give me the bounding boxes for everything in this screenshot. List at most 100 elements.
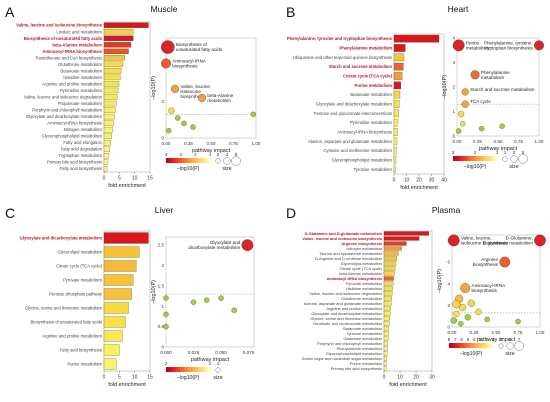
y-tick-label: 4 — [452, 36, 455, 41]
x-tick-label: 30 — [429, 178, 435, 184]
bar-label: Fatty acid degradation — [61, 147, 103, 152]
bar-label: Pyruvate metabolism — [346, 281, 382, 286]
bar — [103, 232, 149, 244]
colorbar-segment — [198, 158, 201, 163]
bar-label: Biosynthesis of unsaturated fatty acids — [24, 36, 103, 41]
x-tick-label: 0.75 — [514, 330, 523, 335]
bar-label: Butanoate metabolism — [343, 326, 382, 331]
bar — [393, 53, 405, 62]
x-tick-label: 0.000 — [160, 350, 172, 355]
colorbar-segment — [451, 343, 454, 348]
bar — [103, 166, 108, 172]
colorbar-segment — [461, 343, 464, 348]
colorbar-segment — [186, 367, 189, 372]
colorbar-segment — [178, 158, 181, 163]
bar — [383, 296, 392, 301]
colorbar-segment — [182, 367, 185, 372]
bar — [383, 251, 399, 256]
colorbar-tick-label: 1 — [496, 150, 499, 155]
x-tick-label: 0.25 — [184, 141, 193, 146]
colorbar-tick-label: 3 — [479, 337, 482, 342]
colorbar-tick-label: 8 — [448, 337, 451, 342]
x-tick-label: 0 — [103, 176, 106, 182]
scatter-point — [163, 311, 169, 318]
colorbar-segment — [184, 367, 187, 372]
y-tick-label: 0 — [161, 345, 164, 350]
chart-title: Muscle — [151, 4, 178, 14]
bar-label: Histidine metabolism — [346, 286, 382, 291]
scatter-point — [453, 310, 460, 318]
x-tick-label: 40 — [441, 178, 447, 184]
bar-label: Glyoxylate and dicarboxylate metabolism — [311, 311, 382, 316]
bar — [383, 366, 387, 371]
colorbar-segment — [174, 158, 177, 163]
x-axis-label: fold enrichment — [108, 382, 146, 388]
bar-label: Pyrimidine metabolism — [60, 88, 103, 93]
bar-label: Alanine, aspartate and glutamate metabol… — [308, 139, 393, 144]
colorbar-segment — [168, 367, 171, 372]
colorbar-segment — [479, 343, 482, 348]
scatter-point-label: Arginine biosynthesis — [473, 257, 499, 267]
bar — [383, 346, 388, 351]
bar — [103, 246, 140, 258]
size-tick-label: 2 — [217, 152, 220, 157]
size-tick-label: 5 — [509, 337, 512, 342]
scatter-point-label: Phenylalanine metabolism — [481, 70, 510, 80]
bar — [383, 306, 391, 311]
bar — [393, 34, 440, 43]
colorbar-segment — [178, 367, 181, 372]
scatter-point-label: Aminoacyl-tRNA biosynthesis — [472, 283, 507, 293]
bar-label: Aminoacyl-tRNA biosynthesis — [47, 121, 102, 126]
scatter-point-label: Glyoxylate and dicarboxylate metabolism — [188, 240, 240, 250]
scatter-point — [534, 234, 546, 247]
bar-chart: Phenylalanine, tyrosine and tryptophan b… — [287, 33, 447, 191]
chart-title: Liver — [155, 205, 174, 215]
bar — [103, 159, 109, 165]
scatter-plot: 0.00 0.25 0.50 0.75 1.00 0 1 2 3 4 pathway impact −… — [442, 36, 544, 152]
colorbar-segment — [449, 343, 452, 348]
scatter-point — [231, 307, 237, 314]
scatter-point — [460, 283, 471, 293]
bar-label: Purine metabolism — [355, 83, 393, 88]
bar-label: Pentose and glucuronate interconversions — [314, 111, 392, 116]
scatter-point — [168, 107, 175, 114]
colorbar-tick-label: 6 — [460, 337, 463, 342]
bar — [393, 137, 398, 146]
bar — [393, 156, 397, 164]
colorbar-segment — [208, 158, 211, 163]
scatter-point — [461, 100, 469, 108]
x-tick-label: 15 — [147, 375, 153, 381]
scatter-point — [470, 70, 480, 80]
bar-label: Citrate cycle (TCA cycle) — [343, 73, 393, 78]
scatter-point — [447, 234, 460, 247]
bar — [103, 126, 113, 133]
scatter-point — [190, 299, 197, 305]
x-tick-label: 0.75 — [514, 139, 523, 144]
colorbar-segment — [471, 343, 474, 348]
panel-letter: C — [5, 205, 15, 221]
colorbar-segment — [188, 158, 191, 163]
bar — [103, 48, 129, 55]
bar — [383, 241, 407, 246]
bar-label: Starch and sucrose metabolism — [329, 64, 393, 69]
bar-label: Porphyrin and chlorophyll metabolism — [32, 108, 102, 113]
colorbar-tick-label: 5 — [467, 337, 470, 342]
scatter-point — [170, 84, 180, 93]
bar-label: Glutathione metabolism — [58, 62, 103, 67]
bar-label: Histidine metabolism — [63, 75, 102, 80]
size-legend-circle — [231, 156, 241, 166]
scatter-plot: 0.00 0.25 0.50 0.75 1.00 0 2 4 6 8 pathway impact −… — [437, 234, 546, 343]
colorbar-segment — [170, 367, 173, 372]
scatter-point — [499, 123, 505, 129]
scatter-point — [457, 110, 465, 118]
x-tick-label: 0.75 — [229, 141, 238, 146]
bar-label: Tryptophan metabolism — [58, 153, 102, 158]
bar-label: beta-Alanine metabolism — [52, 42, 102, 47]
bar-label: beta-Alanine metabolism — [339, 271, 382, 276]
bar — [383, 331, 389, 336]
colorbar-segment — [190, 367, 193, 372]
scatter-point — [450, 317, 457, 324]
bar-label: Amino sugar and nucleotide sugar metabol… — [302, 356, 382, 361]
colorbar-segment — [457, 343, 460, 348]
bar — [103, 42, 132, 48]
